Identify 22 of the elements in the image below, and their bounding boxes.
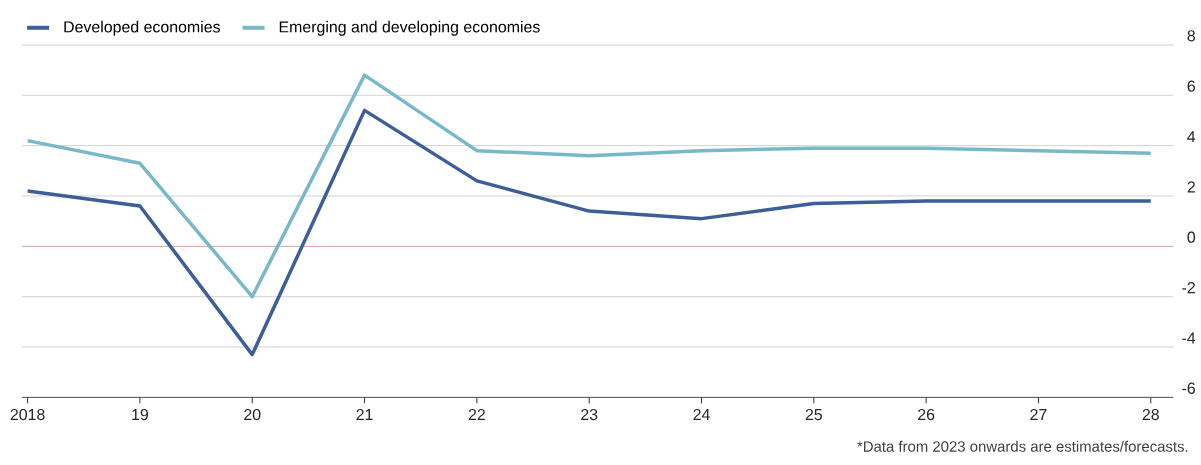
x-tick-label: 27 bbox=[1030, 408, 1047, 420]
x-tick-label: 23 bbox=[581, 408, 598, 421]
y-tick-label: -6 bbox=[1182, 382, 1195, 394]
x-tick-label: 22 bbox=[468, 408, 485, 420]
x-tick-label: 24 bbox=[693, 408, 710, 420]
x-tick-label: 19 bbox=[132, 408, 149, 421]
x-tick-label: 21 bbox=[356, 408, 373, 420]
legend-label: Emerging and developing economies bbox=[279, 20, 540, 36]
y-tick-label: -2 bbox=[1182, 281, 1195, 294]
legend-label: Developed economies bbox=[64, 20, 220, 36]
y-tick-label: 2 bbox=[1187, 181, 1195, 193]
y-tick-label: -4 bbox=[1182, 332, 1196, 344]
y-tick-label: 8 bbox=[1187, 30, 1195, 42]
x-tick-label: 2018 bbox=[10, 408, 45, 421]
y-tick-label: 6 bbox=[1187, 80, 1195, 92]
x-tick-label: 28 bbox=[1142, 408, 1159, 421]
x-tick-label: 26 bbox=[918, 408, 935, 421]
y-tick-label: 0 bbox=[1187, 231, 1196, 243]
text: *Data from 2023 onwards are estimates/forecasts. bbox=[857, 440, 1188, 452]
x-tick-label: 20 bbox=[244, 408, 261, 421]
y-tick-label: 4 bbox=[1187, 131, 1196, 142]
x-tick-label: 25 bbox=[805, 408, 822, 421]
